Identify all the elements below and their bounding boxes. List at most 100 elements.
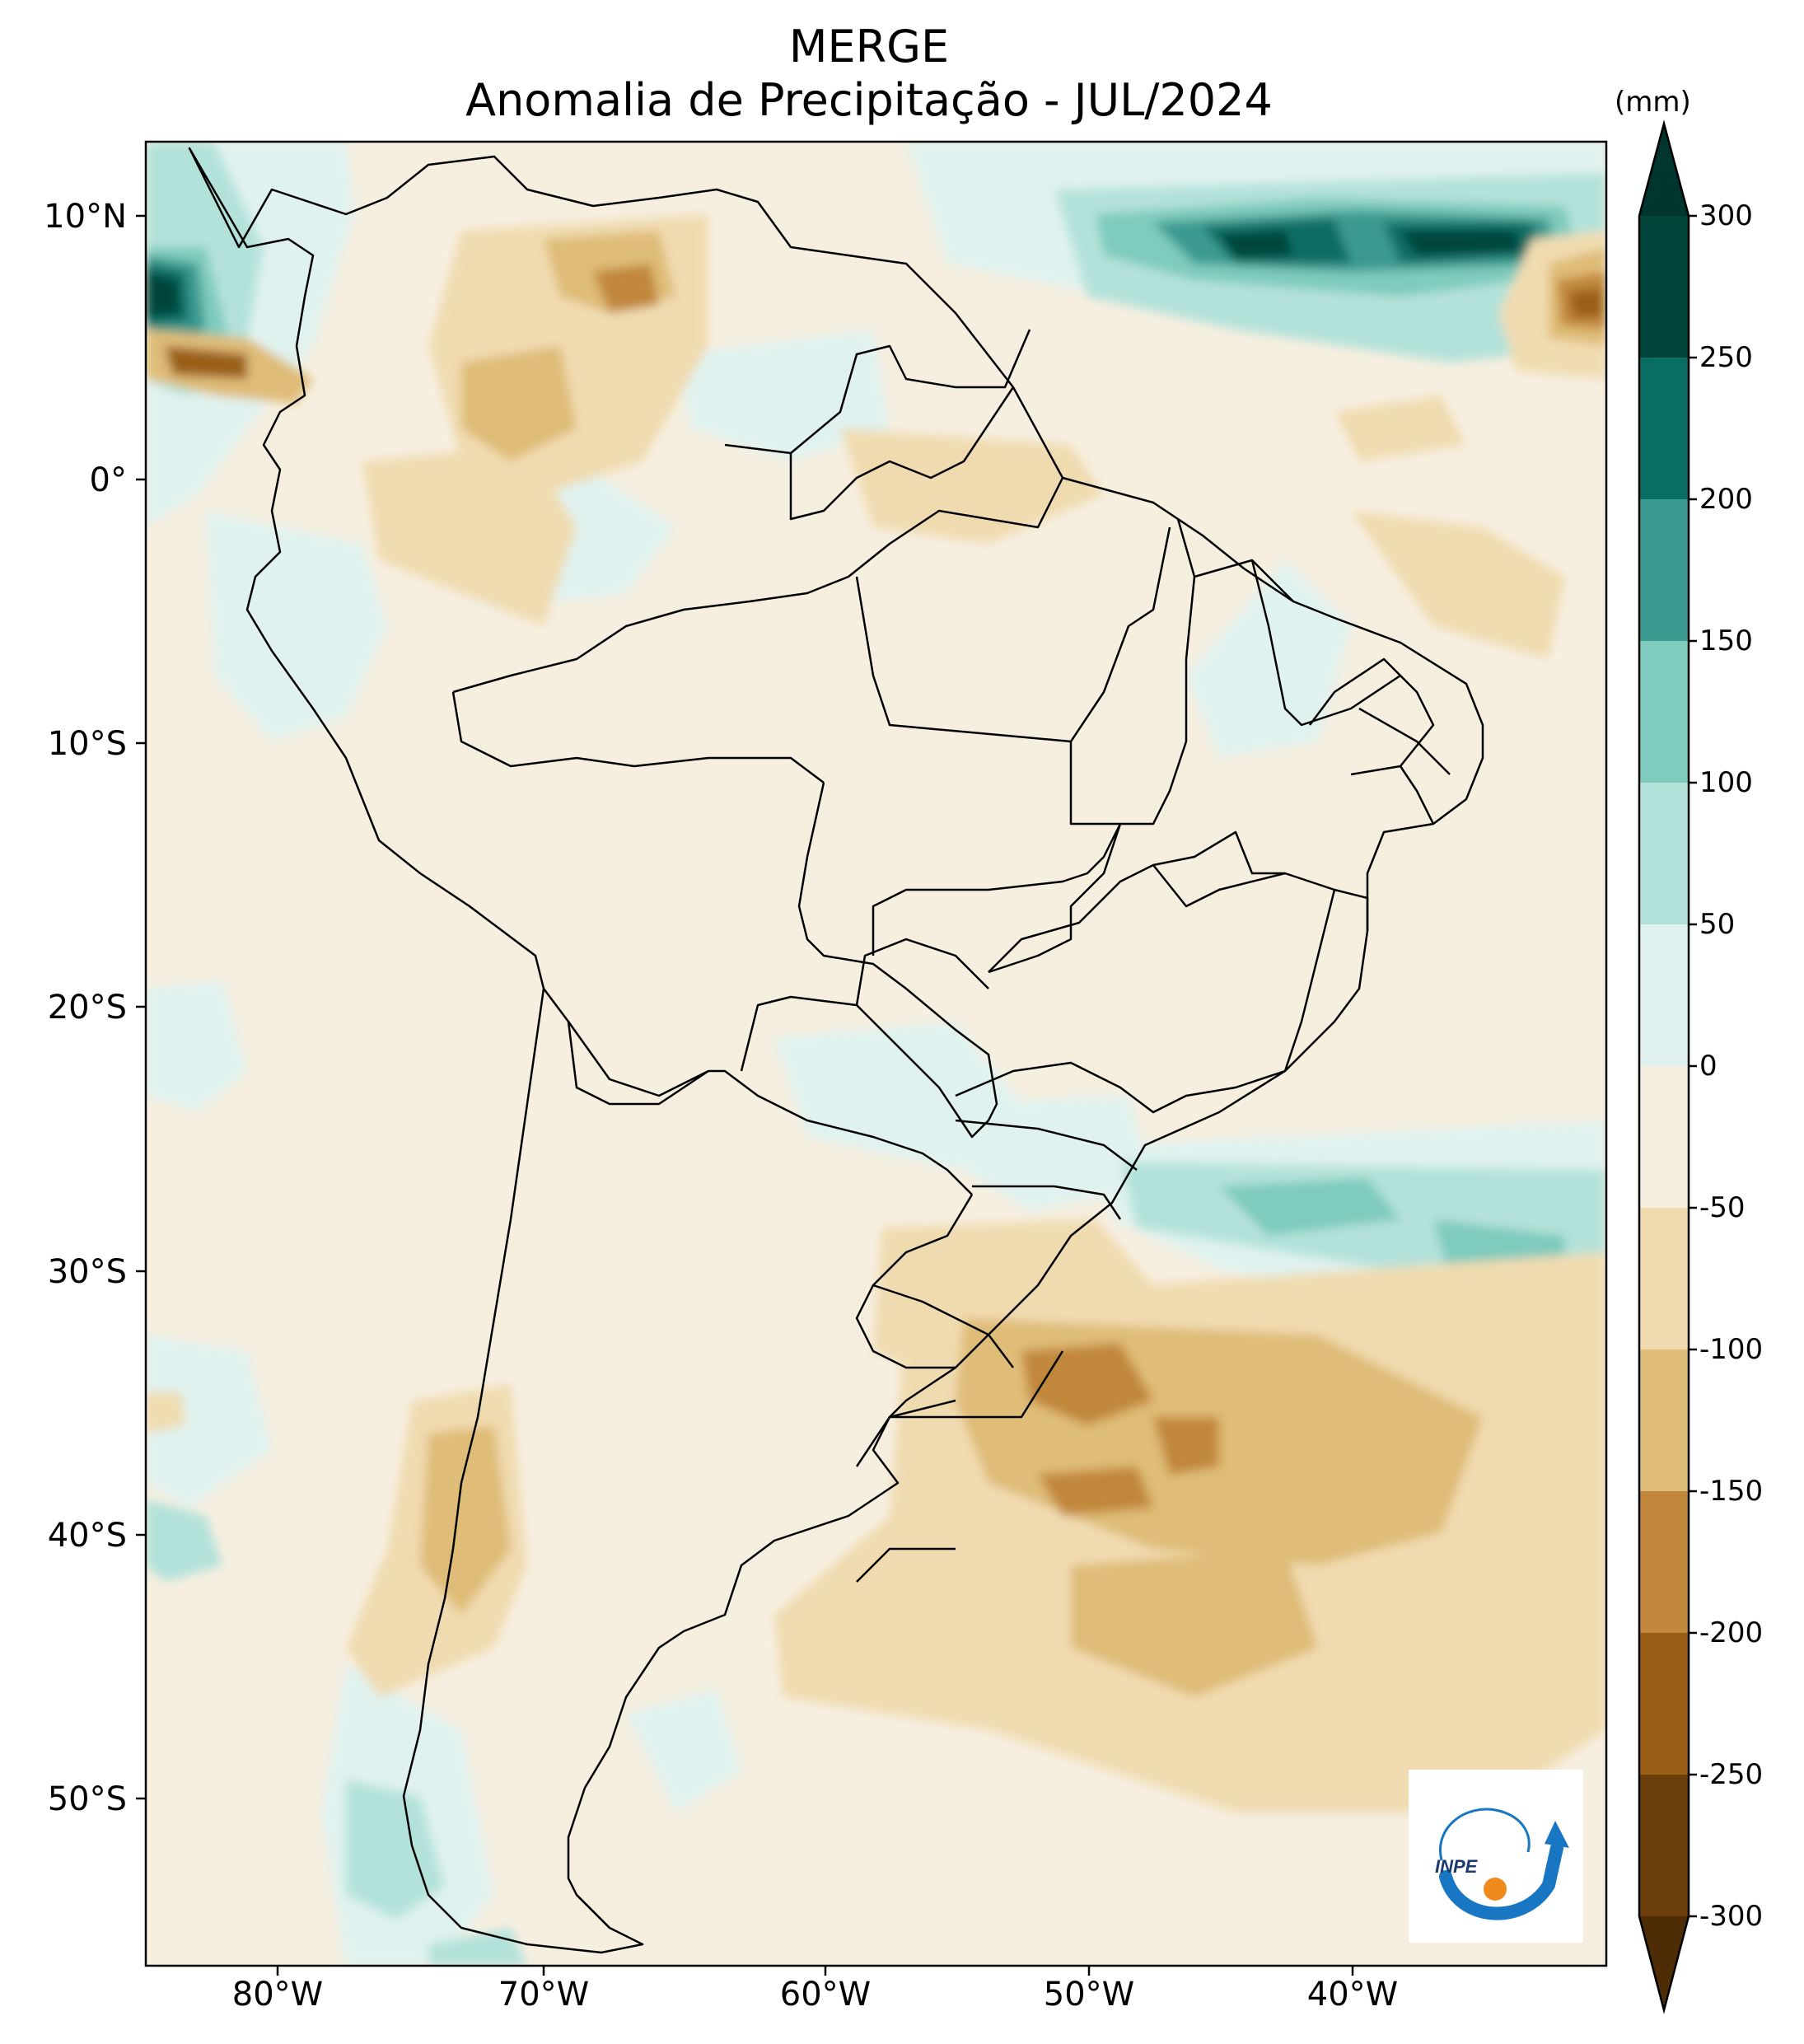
border-line <box>1358 707 1451 775</box>
map-frame <box>144 140 1608 1967</box>
colorbar-tick-label: -150 <box>1699 1475 1764 1508</box>
anomaly-patch <box>1071 1549 1318 1697</box>
logo-text: INPE <box>1435 1856 1479 1877</box>
border-line <box>855 1350 1064 1467</box>
colorbar-bin <box>1639 358 1689 499</box>
border-line <box>1069 741 1120 826</box>
logo-sun <box>1484 1878 1507 1901</box>
anomaly-patch <box>1153 1417 1219 1475</box>
colorbar-bin <box>1639 499 1689 641</box>
lat-label-10s: 10°S <box>47 725 127 763</box>
colorbar-bin <box>1639 641 1689 783</box>
anomaly-patch <box>1038 1466 1153 1516</box>
border-line <box>1250 559 1401 727</box>
map-subtitle: Anomalia de Precipitação - JUL/2024 <box>465 74 1273 126</box>
anomaly-patch <box>840 428 1104 544</box>
lat-label-20s: 20°S <box>47 989 127 1027</box>
border-line <box>789 386 1015 521</box>
coastline-borders <box>188 147 1484 1954</box>
border-line <box>988 863 1336 1072</box>
anomaly-patch <box>1186 560 1351 758</box>
anomaly-patch <box>420 1425 511 1615</box>
border-line <box>889 1399 956 1419</box>
border-line <box>1069 526 1171 742</box>
colorbar-tick-label: 300 <box>1699 199 1753 232</box>
border-line <box>1152 830 1285 875</box>
anomaly-patch <box>1219 231 1293 257</box>
lon-label-70w: 70°W <box>498 1976 590 2014</box>
anomaly-patch <box>206 511 387 741</box>
colorbar-bin <box>1639 1491 1689 1633</box>
border-line <box>872 1284 1014 1368</box>
lat-label-30s: 30°S <box>47 1253 127 1291</box>
border-line <box>955 1061 1286 1114</box>
anomaly-patch <box>1569 288 1602 317</box>
border-line <box>543 988 973 1195</box>
colorbar-bin <box>1639 783 1689 924</box>
anomaly-patch <box>626 1689 741 1812</box>
anomaly-patch <box>593 264 659 313</box>
anomaly-patch <box>346 1780 445 1920</box>
border-line <box>724 329 1031 455</box>
anomaly-patch <box>146 272 180 317</box>
units-label: (mm) <box>1615 86 1691 119</box>
lon-label-80w: 80°W <box>231 1976 324 2014</box>
anomaly-patch <box>165 346 247 379</box>
map-title: MERGE <box>788 21 950 72</box>
colorbar-tick-label: 150 <box>1699 624 1753 657</box>
inpe-logo: INPE <box>1409 1770 1583 1943</box>
colorbar-tick-label: 50 <box>1699 908 1736 941</box>
border-line <box>567 1021 709 1097</box>
border-line <box>797 782 998 1121</box>
colorbar-bin <box>1639 1349 1689 1491</box>
anomaly-patch <box>1219 1178 1400 1236</box>
colorbar-arrow-top <box>1639 124 1689 216</box>
lat-label-0: 0° <box>89 461 127 499</box>
anomaly-patch <box>1351 511 1565 659</box>
lon-label-50w: 50°W <box>1043 1976 1135 2014</box>
border-line <box>972 1185 1122 1220</box>
anomaly-patch <box>362 445 577 626</box>
border-line <box>955 1119 1138 1171</box>
border-line <box>452 477 1064 694</box>
border-line <box>872 741 1188 956</box>
colorbar-bin <box>1639 1066 1689 1208</box>
colorbar-tick-label: 100 <box>1699 766 1753 799</box>
anomaly-field <box>146 142 1606 1966</box>
logo-arrow <box>1545 1821 1569 1848</box>
lat-label-50s: 50°S <box>47 1780 127 1818</box>
border-line <box>1399 765 1435 825</box>
anomaly-patch <box>146 1499 222 1582</box>
colorbar-tick-label: 250 <box>1699 341 1753 374</box>
anomaly-patch <box>461 346 577 461</box>
axis-ticks <box>136 214 1354 1976</box>
logo-orbit <box>1439 1808 1531 1861</box>
colorbar-arrow-bottom <box>1639 1916 1689 2010</box>
border-line <box>856 1547 956 1583</box>
colorbar <box>1638 119 1697 2014</box>
colorbar-tick-label: -300 <box>1699 1900 1764 1933</box>
colorbar-bin <box>1639 1633 1689 1775</box>
border-line <box>1176 518 1196 741</box>
anomaly-patch <box>146 980 247 1112</box>
border-line <box>855 938 989 1006</box>
colorbar-tick-label: -50 <box>1699 1191 1746 1224</box>
border-line <box>988 823 1122 974</box>
lat-label-40s: 40°S <box>47 1517 127 1555</box>
anomaly-patch <box>1334 395 1466 461</box>
anomaly-patch <box>146 1335 272 1508</box>
border-line <box>451 691 825 783</box>
border-line <box>1334 888 1369 931</box>
colorbar-bin <box>1639 1775 1689 1916</box>
anomaly-patch <box>675 330 890 461</box>
colorbar-tick-label: -100 <box>1699 1333 1764 1366</box>
border-line <box>855 576 1072 743</box>
lon-label-40w: 40°W <box>1306 1976 1399 2014</box>
colorbar-tick-label: -200 <box>1699 1616 1764 1649</box>
logo-swoosh <box>1439 1841 1563 1920</box>
border-line <box>576 1894 610 1929</box>
colorbar-bin <box>1639 1208 1689 1349</box>
lat-label-10n: 10°N <box>44 198 127 236</box>
anomaly-patch <box>146 1392 185 1434</box>
